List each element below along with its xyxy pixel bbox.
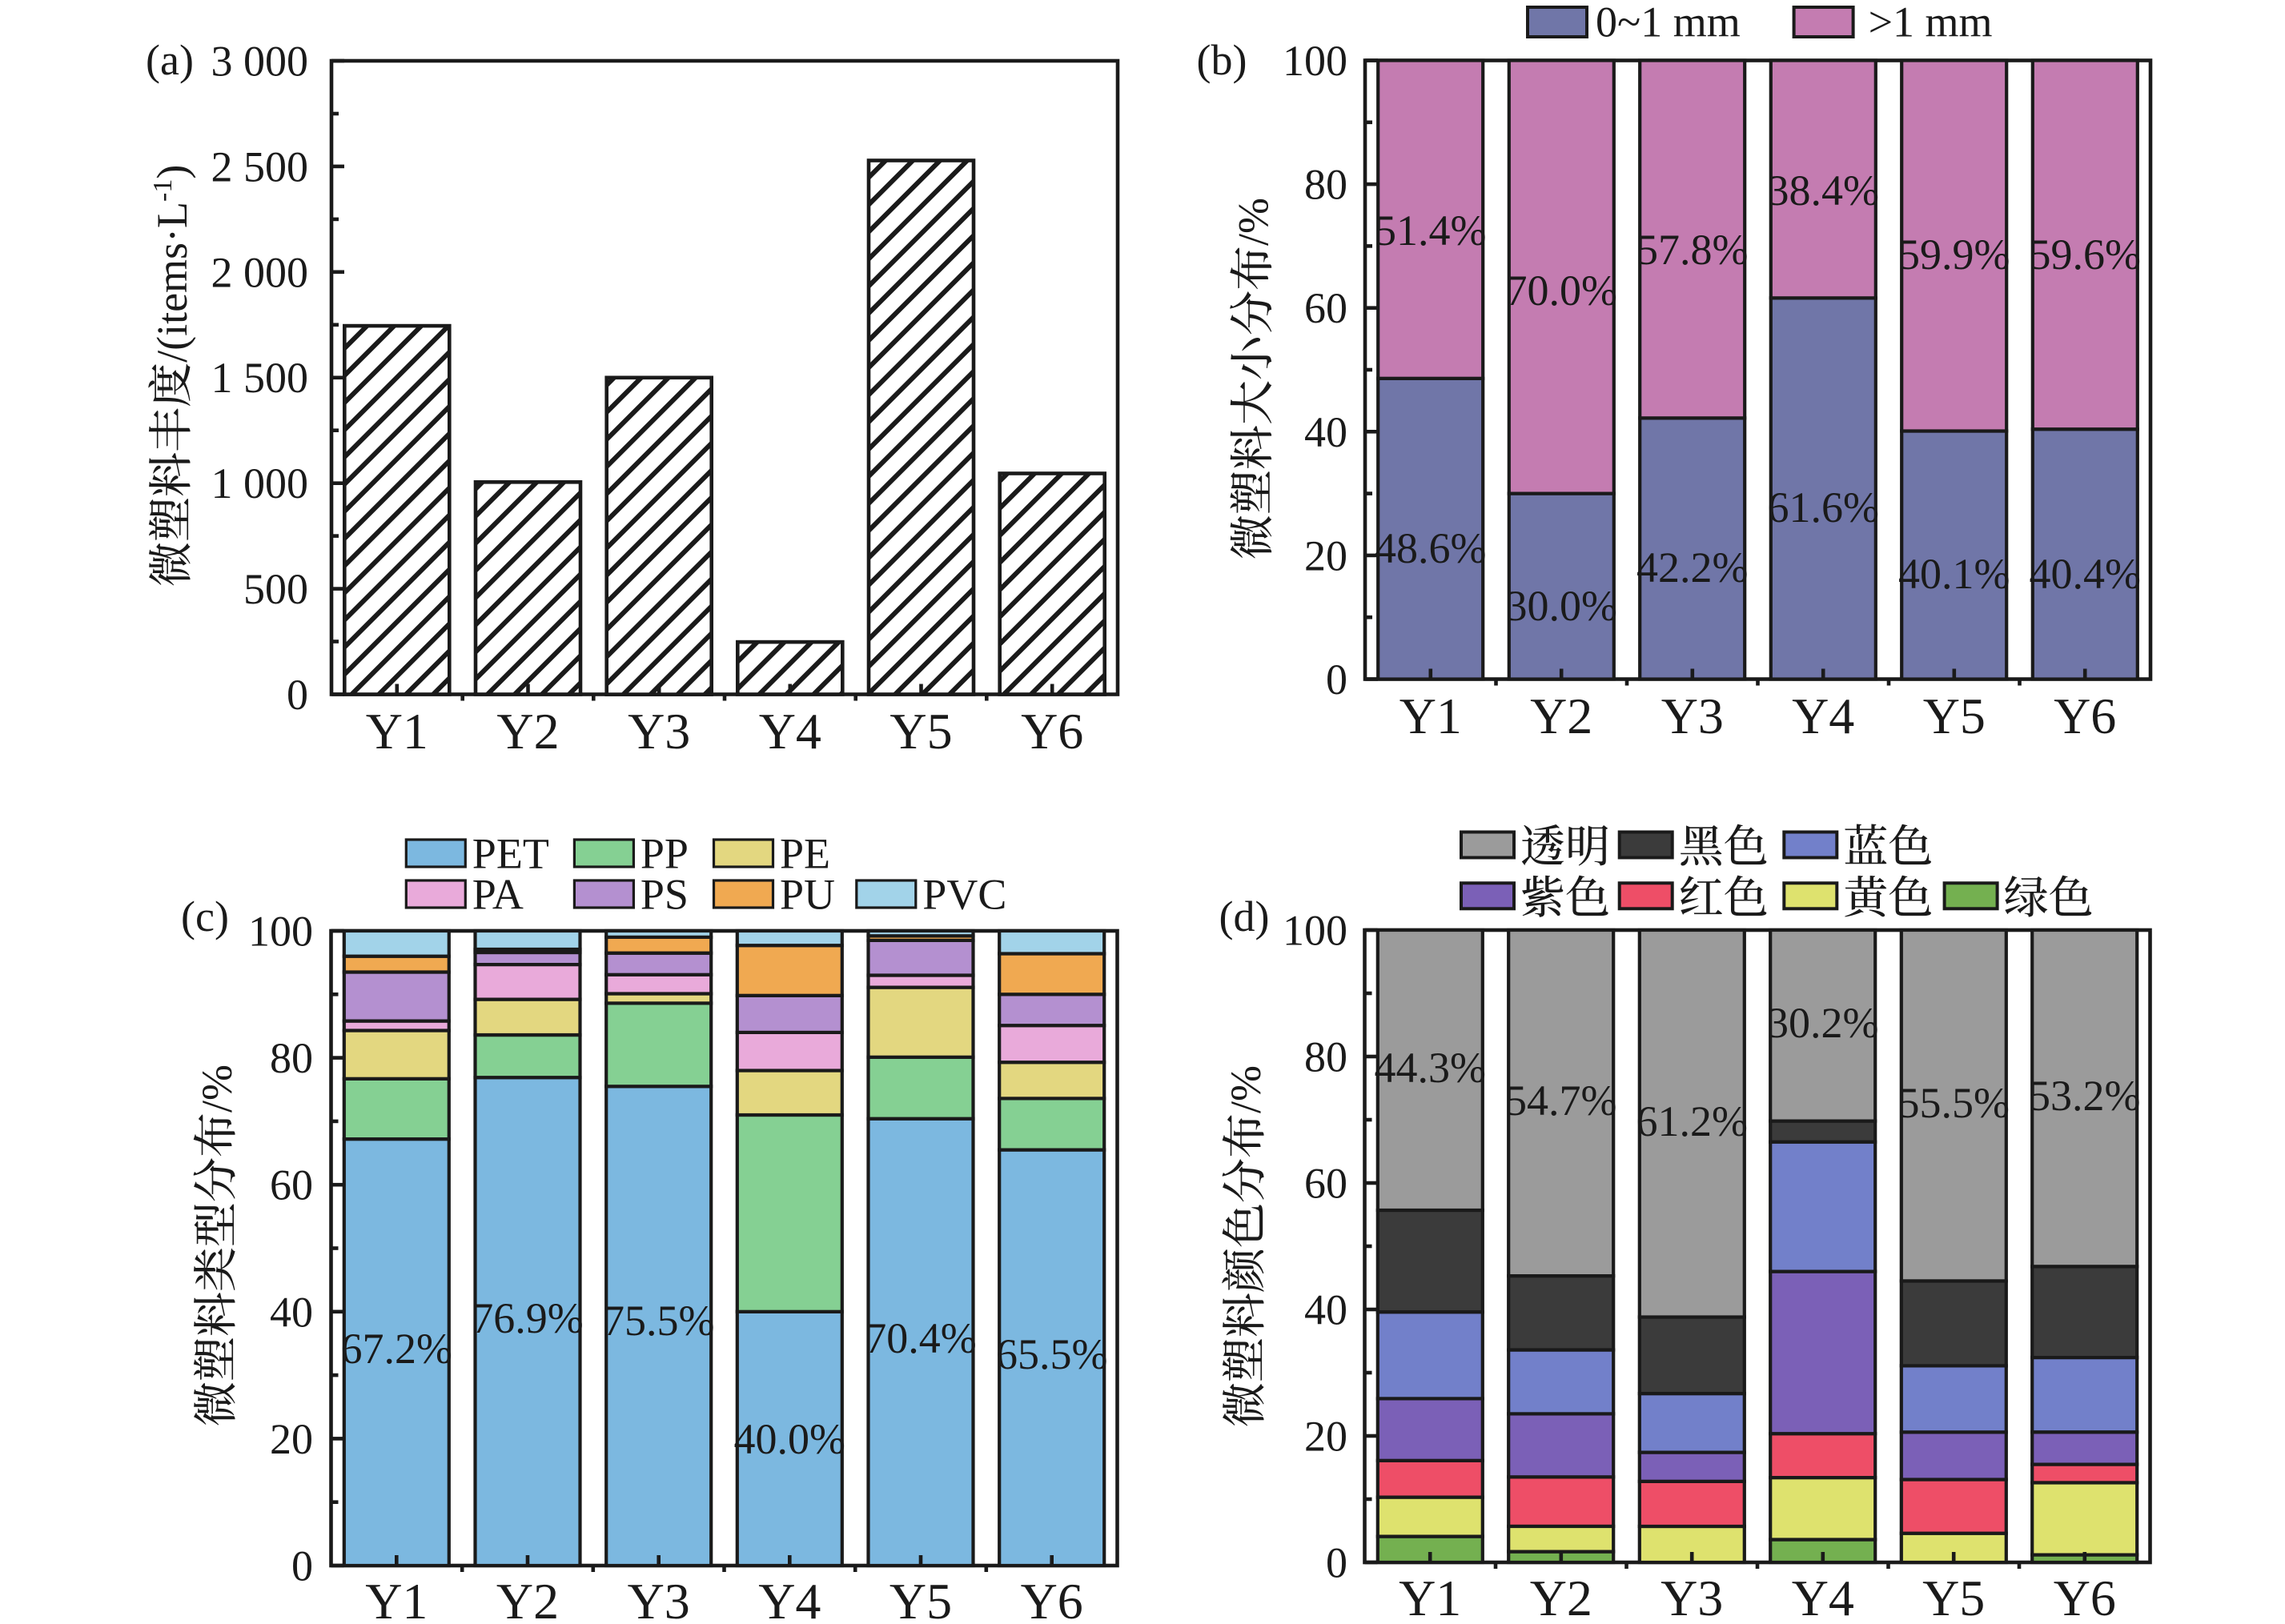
svg-text:70.4%: 70.4% — [865, 1314, 976, 1362]
svg-text:(a): (a) — [146, 36, 194, 84]
svg-text:30.2%: 30.2% — [1767, 999, 1878, 1047]
svg-text:80: 80 — [1304, 1033, 1347, 1081]
svg-text:100: 100 — [248, 908, 313, 956]
svg-text:PA: PA — [472, 871, 524, 919]
svg-text:Y1: Y1 — [1400, 688, 1462, 744]
svg-text:3 000: 3 000 — [211, 38, 309, 86]
svg-text:>1 mm: >1 mm — [1869, 0, 1993, 46]
svg-text:100: 100 — [1283, 907, 1347, 955]
svg-text:Y6: Y6 — [1021, 1573, 1083, 1624]
svg-text:60: 60 — [1304, 1160, 1347, 1208]
svg-text:Y6: Y6 — [2054, 1570, 2116, 1624]
svg-text:Y4: Y4 — [1792, 1570, 1854, 1624]
svg-text:30.0%: 30.0% — [1505, 582, 1616, 630]
svg-text:65.5%: 65.5% — [996, 1330, 1107, 1378]
svg-text:40.1%: 40.1% — [1898, 550, 2010, 598]
svg-text:(c): (c) — [181, 892, 229, 940]
svg-text:/%: /% — [193, 1065, 241, 1113]
svg-text:38.4%: 38.4% — [1767, 166, 1878, 215]
svg-text:55.5%: 55.5% — [1897, 1079, 2009, 1127]
svg-text:42.2%: 42.2% — [1636, 543, 1748, 591]
svg-text:59.9%: 59.9% — [1898, 231, 2010, 279]
svg-text:100: 100 — [1283, 37, 1347, 85]
svg-text:2 000: 2 000 — [211, 248, 309, 296]
svg-text:Y5: Y5 — [890, 1573, 952, 1624]
svg-text:57.8%: 57.8% — [1636, 226, 1748, 274]
svg-text:(d): (d) — [1219, 892, 1270, 940]
svg-text:(b): (b) — [1197, 36, 1247, 84]
svg-text:PP: PP — [641, 830, 689, 878]
svg-text:Y2: Y2 — [1530, 688, 1592, 744]
svg-text:48.6%: 48.6% — [1375, 524, 1486, 572]
svg-text:40: 40 — [1304, 1286, 1347, 1334]
svg-text:PET: PET — [472, 830, 549, 878]
svg-text:54.7%: 54.7% — [1505, 1077, 1616, 1125]
svg-text:Y6: Y6 — [2054, 688, 2116, 744]
svg-text:Y1: Y1 — [366, 703, 428, 760]
svg-text:PS: PS — [641, 871, 689, 919]
svg-text:40.4%: 40.4% — [2029, 550, 2140, 598]
svg-text:PU: PU — [780, 871, 835, 919]
svg-text:53.2%: 53.2% — [2029, 1072, 2140, 1120]
svg-text:Y2: Y2 — [496, 1573, 559, 1624]
svg-text:PVC: PVC — [922, 871, 1006, 919]
svg-text:Y3: Y3 — [1661, 1570, 1723, 1624]
svg-text:1 000: 1 000 — [211, 459, 309, 507]
svg-text:2 500: 2 500 — [211, 142, 309, 190]
svg-text:0: 0 — [291, 1542, 313, 1590]
svg-text:Y4: Y4 — [1792, 688, 1854, 744]
svg-text:51.4%: 51.4% — [1375, 207, 1486, 255]
svg-text:20: 20 — [1304, 531, 1347, 579]
svg-text:1 500: 1 500 — [211, 354, 309, 402]
svg-text:67.2%: 67.2% — [341, 1325, 452, 1373]
svg-text:75.5%: 75.5% — [603, 1297, 714, 1345]
svg-text:60: 60 — [1304, 284, 1347, 332]
svg-text:Y1: Y1 — [365, 1573, 428, 1624]
svg-text:Y5: Y5 — [890, 703, 952, 760]
svg-text:Y3: Y3 — [1661, 688, 1724, 744]
svg-text:Y4: Y4 — [759, 703, 821, 760]
svg-text:70.0%: 70.0% — [1505, 267, 1616, 315]
svg-text:0: 0 — [287, 671, 308, 719]
svg-text:Y2: Y2 — [1530, 1570, 1592, 1624]
svg-text:40: 40 — [270, 1288, 313, 1336]
svg-text:40: 40 — [1304, 408, 1347, 456]
svg-text:500: 500 — [243, 565, 308, 613]
svg-text:Y3: Y3 — [628, 1573, 690, 1624]
svg-text:60: 60 — [270, 1161, 313, 1209]
svg-text:59.6%: 59.6% — [2029, 231, 2140, 279]
svg-text:0: 0 — [1326, 1539, 1347, 1587]
svg-text:40.0%: 40.0% — [734, 1415, 845, 1463]
svg-text:61.6%: 61.6% — [1767, 483, 1878, 531]
svg-text:Y5: Y5 — [1922, 1570, 1985, 1624]
svg-text:80: 80 — [270, 1034, 313, 1082]
svg-text:Y6: Y6 — [1021, 703, 1083, 760]
svg-text:Y1: Y1 — [1399, 1570, 1461, 1624]
svg-text:PE: PE — [780, 830, 830, 878]
svg-text:0: 0 — [1326, 656, 1347, 704]
svg-text:/%: /% — [1230, 198, 1278, 246]
svg-text:Y3: Y3 — [628, 703, 690, 760]
svg-text:0~1 mm: 0~1 mm — [1596, 0, 1741, 46]
svg-text:Y5: Y5 — [1923, 688, 1986, 744]
svg-text:20: 20 — [270, 1415, 313, 1463]
svg-text:76.9%: 76.9% — [472, 1294, 583, 1342]
svg-text:61.2%: 61.2% — [1636, 1097, 1747, 1145]
svg-text:80: 80 — [1304, 161, 1347, 209]
svg-text:Y2: Y2 — [496, 703, 559, 760]
svg-text:/%: /% — [1222, 1065, 1270, 1113]
svg-text:Y4: Y4 — [758, 1573, 821, 1624]
svg-text:44.3%: 44.3% — [1374, 1044, 1485, 1092]
svg-text:20: 20 — [1304, 1413, 1347, 1461]
